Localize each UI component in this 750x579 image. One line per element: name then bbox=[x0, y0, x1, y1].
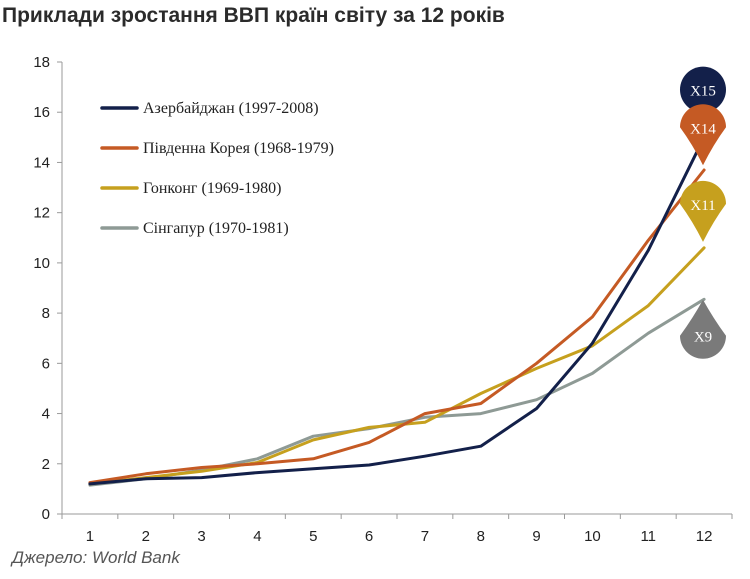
series-line bbox=[88, 246, 706, 486]
y-tick-label: 10 bbox=[33, 255, 50, 272]
x-tick-label: 3 bbox=[197, 528, 205, 545]
legend-label: Азербайджан (1997-2008) bbox=[143, 100, 319, 117]
legend-label: Південна Корея (1968-1979) bbox=[143, 140, 334, 157]
badge-label: X9 bbox=[694, 330, 712, 346]
badge-shape bbox=[680, 180, 726, 242]
x-tick-label: 7 bbox=[421, 528, 429, 545]
x-tick-label: 1 bbox=[86, 528, 94, 545]
chart-source: Джерело: World Bank bbox=[12, 548, 180, 567]
x-tick-label: 10 bbox=[584, 528, 601, 545]
y-tick-label: 12 bbox=[33, 205, 50, 222]
badge-shape bbox=[680, 66, 726, 113]
multiplier-badge: X15 bbox=[680, 66, 726, 113]
badge-shape bbox=[680, 104, 726, 166]
y-tick-label: 2 bbox=[42, 456, 50, 473]
chart-series-lines bbox=[88, 135, 706, 487]
y-tick-label: 6 bbox=[42, 355, 50, 372]
multiplier-badge: X11 bbox=[680, 180, 726, 242]
series-line bbox=[88, 297, 706, 487]
x-tick-label: 6 bbox=[365, 528, 373, 545]
y-tick-label: 0 bbox=[42, 506, 50, 523]
legend-label: Сінгапур (1970-1981) bbox=[143, 220, 289, 237]
multiplier-badge: X9 bbox=[680, 299, 726, 359]
badge-label: X11 bbox=[690, 198, 715, 214]
x-tick-label: 2 bbox=[142, 528, 150, 545]
y-tick-label: 4 bbox=[42, 406, 50, 423]
x-tick-label: 12 bbox=[696, 528, 713, 545]
x-tick-label: 9 bbox=[532, 528, 540, 545]
y-tick-label: 18 bbox=[33, 54, 50, 71]
y-tick-label: 8 bbox=[42, 305, 50, 322]
x-tick-label: 11 bbox=[640, 528, 656, 545]
y-tick-label: 16 bbox=[33, 104, 50, 121]
multiplier-badge: X14 bbox=[680, 104, 726, 166]
y-tick-label: 14 bbox=[33, 154, 50, 171]
badge-label: X15 bbox=[690, 84, 716, 100]
series-line bbox=[88, 168, 706, 485]
badge-label: X14 bbox=[690, 121, 716, 137]
series-line bbox=[88, 135, 706, 486]
x-tick-label: 4 bbox=[253, 528, 261, 545]
chart-legend: Азербайджан (1997-2008) Південна Корея (1… bbox=[100, 100, 334, 237]
page-title: Приклади зростання ВВП країн світу за 12… bbox=[2, 4, 505, 27]
x-tick-label: 8 bbox=[477, 528, 485, 545]
x-tick-label: 5 bbox=[309, 528, 317, 545]
chart-multiplier-badges: X15 X14 X11 X9 bbox=[680, 66, 726, 359]
legend-label: Гонконг (1969-1980) bbox=[143, 180, 281, 197]
badge-shape bbox=[680, 299, 726, 359]
